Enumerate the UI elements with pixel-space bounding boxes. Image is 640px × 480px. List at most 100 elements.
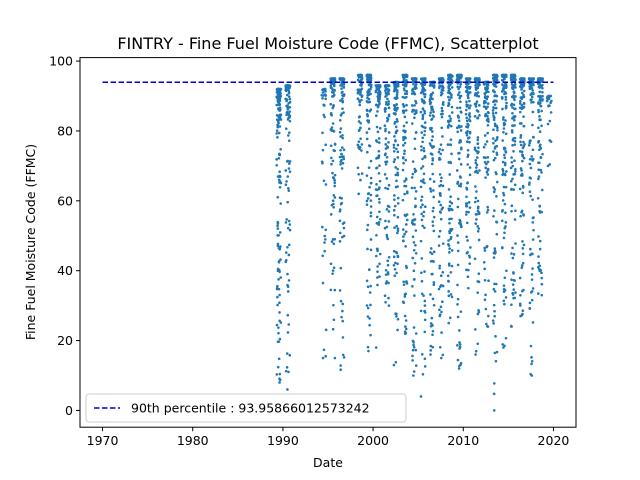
data-point [493,309,496,313]
data-point [431,345,435,349]
data-point [321,225,324,229]
data-point [339,266,343,270]
data-point [539,147,543,150]
data-point [519,214,522,218]
data-point [402,110,406,113]
data-point [285,99,288,103]
data-point [474,213,478,216]
data-point [329,262,333,266]
data-point [432,195,436,199]
data-point [439,152,443,156]
data-point [366,285,370,289]
data-point [403,295,407,298]
data-point [450,217,453,221]
data-point [474,86,478,89]
data-point [441,300,444,304]
data-point [332,88,336,92]
data-point [514,86,517,89]
data-point [465,221,469,225]
data-point [338,77,342,80]
data-point [405,266,408,270]
data-point [288,162,291,165]
data-point [421,117,425,121]
data-point [483,246,486,250]
data-point [338,196,342,199]
data-point [324,328,328,332]
data-point [432,229,436,233]
data-point [359,178,362,182]
data-point [415,111,418,115]
data-point [384,268,388,272]
data-point [395,89,399,92]
data-point [333,173,337,177]
data-point [448,217,451,221]
data-point [493,382,496,385]
data-point [530,101,533,104]
data-point [465,119,469,123]
data-point [456,297,460,301]
data-point [538,145,542,148]
data-point [520,209,524,213]
data-point [513,140,517,143]
data-point [329,128,333,131]
data-point [411,89,414,92]
data-point [531,123,534,127]
data-point [414,364,418,367]
data-point [514,209,517,213]
data-point [492,82,495,86]
data-point [413,167,417,171]
data-point [358,90,362,93]
data-point [330,240,334,243]
data-point [439,356,443,360]
data-point [528,162,532,166]
data-point [384,186,387,190]
data-point [504,336,508,340]
data-point [502,185,506,189]
data-point [478,83,481,86]
data-point [385,233,389,237]
data-point [324,143,328,147]
data-point [414,348,418,352]
data-point [332,318,336,322]
data-point [530,359,534,363]
data-point [538,130,542,134]
data-point [468,130,472,134]
data-point [341,77,345,80]
data-point [447,262,451,266]
data-point [384,273,388,276]
data-point [532,136,535,139]
data-point [383,173,387,176]
data-point [456,283,459,287]
data-point [338,155,342,159]
data-point [419,205,423,209]
data-point [441,242,445,245]
data-point [395,271,398,275]
data-point [549,94,553,98]
data-point [332,202,335,206]
data-point [376,96,380,100]
data-point [368,100,372,104]
data-point [546,164,550,168]
data-point [496,126,499,130]
data-point [511,106,514,109]
data-point [486,118,490,122]
data-point [278,106,282,110]
data-point [495,232,499,236]
data-point [475,93,479,97]
data-point [323,93,327,96]
data-point [420,218,424,222]
data-point [384,219,387,223]
data-point [450,208,454,212]
data-point [414,190,418,193]
data-point [369,87,372,91]
data-point [484,307,488,311]
data-point [414,204,417,208]
data-point [276,89,279,92]
data-point [404,331,408,335]
data-point [284,88,287,92]
data-point [423,365,427,368]
data-point [421,203,424,206]
data-point [276,234,279,237]
data-point [537,77,540,81]
data-point [466,129,469,133]
